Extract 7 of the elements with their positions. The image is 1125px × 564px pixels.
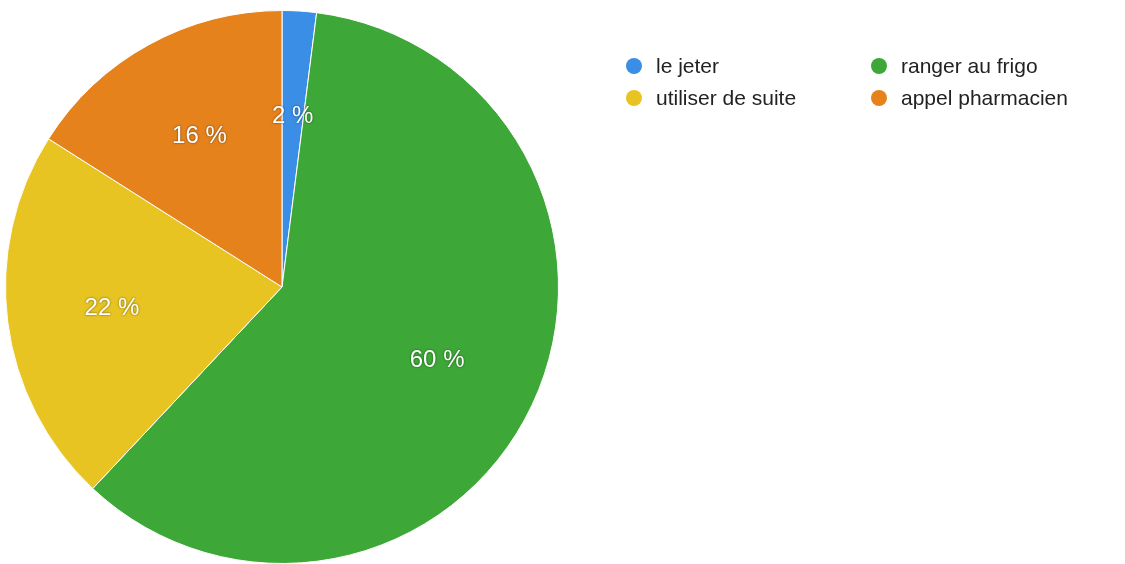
data-label: 16 % <box>172 121 227 149</box>
data-label: 60 % <box>409 344 465 372</box>
legend-label: appel pharmacien <box>901 86 1068 110</box>
legend-label: le jeter <box>656 54 720 78</box>
legend-label: ranger au frigo <box>901 54 1038 78</box>
data-label: 22 % <box>84 293 140 321</box>
legend-label: utiliser de suite <box>656 86 797 110</box>
